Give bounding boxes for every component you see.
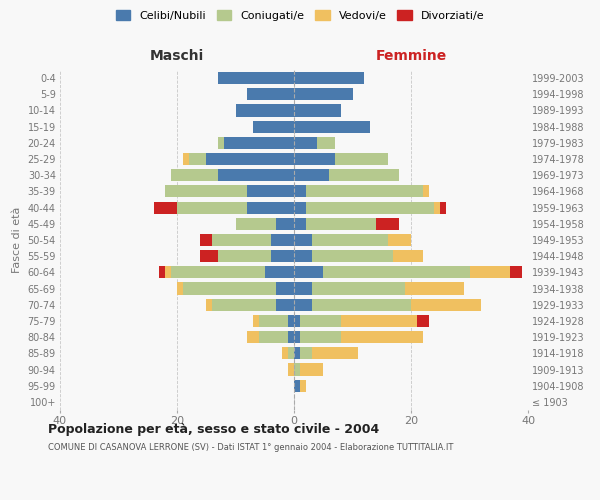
Bar	[294, 104, 341, 117]
Bar	[177, 282, 183, 294]
Bar	[253, 120, 294, 132]
Bar	[376, 218, 400, 230]
Legend: Celibi/Nubili, Coniugati/e, Vedovi/e, Divorziati/e: Celibi/Nubili, Coniugati/e, Vedovi/e, Di…	[113, 8, 487, 23]
Bar	[294, 137, 317, 149]
Bar	[294, 169, 329, 181]
Bar	[265, 266, 294, 278]
Bar	[306, 186, 422, 198]
Bar	[271, 234, 294, 246]
Bar	[218, 250, 271, 262]
Bar	[294, 120, 370, 132]
Bar	[311, 250, 394, 262]
Bar	[311, 234, 388, 246]
Bar	[200, 250, 218, 262]
Bar	[177, 202, 247, 213]
Bar	[294, 72, 364, 84]
Bar	[294, 364, 300, 376]
Y-axis label: Fasce di età: Fasce di età	[12, 207, 22, 273]
Bar	[341, 331, 423, 343]
Bar	[165, 266, 171, 278]
Bar	[300, 315, 341, 327]
Bar	[247, 186, 294, 198]
Bar	[470, 266, 511, 278]
Text: Popolazione per età, sesso e stato civile - 2004: Popolazione per età, sesso e stato civil…	[48, 422, 379, 436]
Bar	[212, 234, 271, 246]
Bar	[294, 331, 300, 343]
Bar	[288, 348, 294, 360]
Bar	[294, 298, 311, 311]
Bar	[434, 202, 440, 213]
Bar	[294, 380, 300, 392]
Bar	[311, 298, 411, 311]
Bar	[294, 153, 335, 165]
Bar	[247, 88, 294, 101]
Bar	[235, 218, 277, 230]
Bar	[300, 364, 323, 376]
Bar	[311, 282, 405, 294]
Bar	[294, 202, 306, 213]
Bar	[311, 348, 358, 360]
Bar	[206, 153, 294, 165]
Bar	[511, 266, 522, 278]
Bar	[282, 348, 288, 360]
Bar	[259, 315, 288, 327]
Bar	[394, 250, 422, 262]
Bar	[277, 298, 294, 311]
Bar	[188, 153, 206, 165]
Bar	[247, 331, 259, 343]
Bar	[247, 202, 294, 213]
Bar	[253, 315, 259, 327]
Bar	[160, 266, 165, 278]
Bar	[277, 282, 294, 294]
Bar	[294, 315, 300, 327]
Bar	[329, 169, 400, 181]
Bar	[218, 72, 294, 84]
Bar	[277, 218, 294, 230]
Bar	[300, 380, 306, 392]
Bar	[224, 137, 294, 149]
Bar	[288, 364, 294, 376]
Bar	[405, 282, 464, 294]
Bar	[206, 298, 212, 311]
Bar	[300, 331, 341, 343]
Bar	[300, 348, 311, 360]
Bar	[294, 250, 311, 262]
Bar	[306, 202, 434, 213]
Text: Femmine: Femmine	[376, 49, 446, 63]
Bar	[165, 186, 247, 198]
Bar	[271, 250, 294, 262]
Text: COMUNE DI CASANOVA LERRONE (SV) - Dati ISTAT 1° gennaio 2004 - Elaborazione TUTT: COMUNE DI CASANOVA LERRONE (SV) - Dati I…	[48, 442, 454, 452]
Bar	[294, 234, 311, 246]
Bar	[323, 266, 470, 278]
Bar	[288, 331, 294, 343]
Bar	[288, 315, 294, 327]
Text: Maschi: Maschi	[150, 49, 204, 63]
Bar	[388, 234, 411, 246]
Bar	[341, 315, 417, 327]
Bar	[294, 186, 306, 198]
Bar	[218, 169, 294, 181]
Bar	[294, 348, 300, 360]
Bar	[171, 169, 218, 181]
Bar	[294, 218, 306, 230]
Bar	[171, 266, 265, 278]
Bar	[183, 282, 277, 294]
Bar	[335, 153, 388, 165]
Bar	[218, 137, 224, 149]
Bar	[306, 218, 376, 230]
Bar	[417, 315, 428, 327]
Bar	[259, 331, 288, 343]
Bar	[154, 202, 177, 213]
Bar	[317, 137, 335, 149]
Bar	[411, 298, 481, 311]
Bar	[183, 153, 188, 165]
Bar	[212, 298, 277, 311]
Bar	[200, 234, 212, 246]
Bar	[235, 104, 294, 117]
Bar	[294, 88, 353, 101]
Bar	[294, 266, 323, 278]
Bar	[440, 202, 446, 213]
Bar	[423, 186, 428, 198]
Bar	[294, 282, 311, 294]
